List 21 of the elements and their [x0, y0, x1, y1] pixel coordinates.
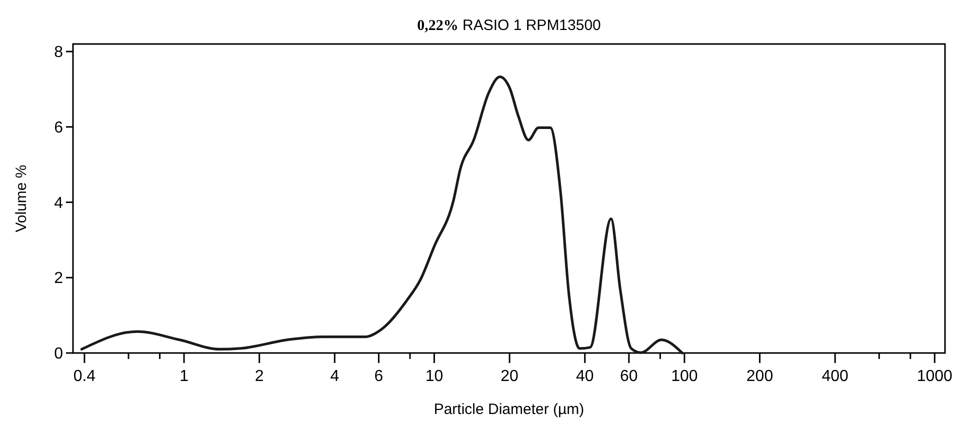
- x-tick-label: 4: [330, 368, 340, 385]
- y-tick-label: 2: [54, 270, 64, 288]
- y-tick-label: 4: [54, 194, 64, 212]
- x-tick-label: 400: [822, 368, 849, 385]
- x-tick-label: 60: [620, 368, 638, 385]
- x-tick-label: 10: [425, 368, 444, 385]
- x-tick-label: 0.4: [73, 368, 96, 385]
- x-axis-title: Particle Diameter (µm): [434, 401, 584, 418]
- chart-title: 0,22% RASIO 1 RPM13500: [417, 17, 601, 34]
- x-tick-label: 40: [576, 368, 594, 385]
- x-tick-label: 1: [180, 368, 189, 385]
- x-tick-label: 200: [746, 368, 774, 385]
- y-tick-label: 0: [54, 346, 64, 363]
- y-tick-label: 6: [54, 120, 64, 136]
- y-axis-title: Volume %: [13, 164, 30, 232]
- y-tick-label: 8: [54, 44, 64, 62]
- x-tick-label: 100: [671, 368, 698, 385]
- x-tick-label: 20: [500, 368, 519, 385]
- x-tick-label: 2: [254, 368, 264, 385]
- x-tick-label: 1000: [916, 368, 953, 385]
- x-tick-label: 6: [374, 368, 384, 385]
